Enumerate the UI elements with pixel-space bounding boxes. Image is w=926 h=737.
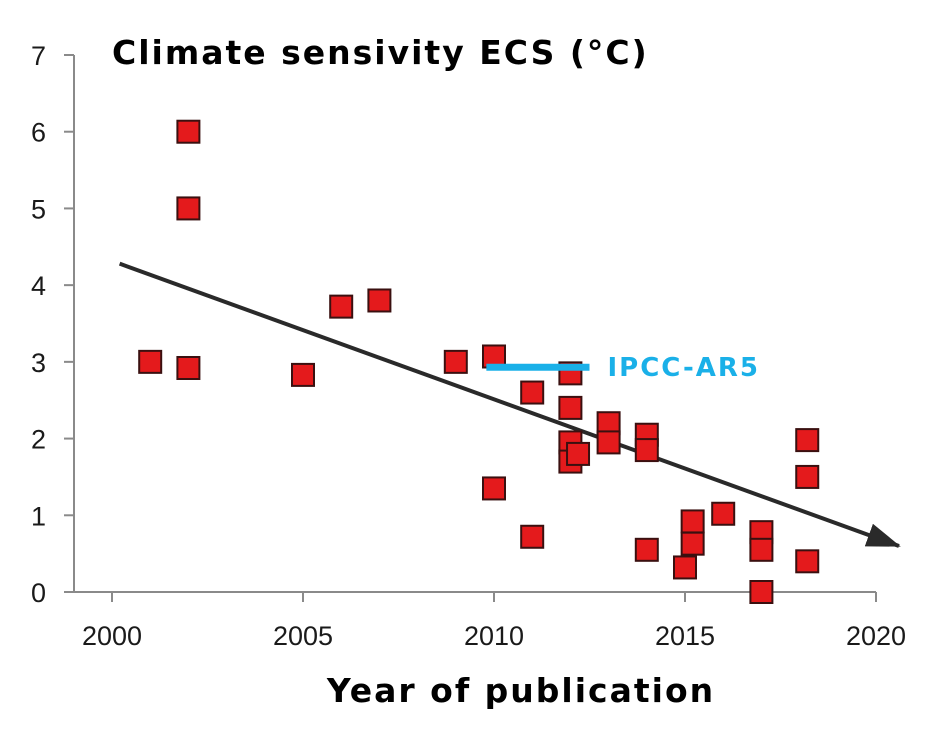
y-tick-label: 5 <box>31 194 46 224</box>
y-tick-label: 1 <box>31 501 46 531</box>
x-tick-label: 2020 <box>846 621 906 651</box>
data-point <box>176 196 201 221</box>
data-point <box>520 380 545 405</box>
data-point <box>680 531 705 556</box>
data-point <box>367 288 392 313</box>
data-point <box>634 438 659 463</box>
data-point <box>634 537 659 562</box>
chart-title: Climate sensivity ECS (°C) <box>112 33 649 72</box>
x-tick-label: 2005 <box>273 621 333 651</box>
data-point <box>680 509 705 534</box>
data-point <box>749 580 774 604</box>
data-point <box>749 537 774 562</box>
data-points <box>138 119 820 604</box>
data-point <box>443 349 468 374</box>
x-tick-label: 2000 <box>82 621 142 651</box>
x-axis-label: Year of publication <box>326 671 715 710</box>
data-point <box>176 355 201 380</box>
data-point <box>795 428 820 453</box>
data-point <box>176 119 201 144</box>
x-tick-label: 2010 <box>464 621 524 651</box>
y-tick-label: 2 <box>31 425 46 455</box>
data-point <box>673 555 697 580</box>
data-point <box>795 464 820 489</box>
data-point <box>482 476 506 501</box>
y-tick-label: 6 <box>31 118 46 148</box>
axes <box>73 55 876 593</box>
data-point <box>795 549 820 574</box>
data-point <box>138 349 163 374</box>
data-point <box>520 524 545 549</box>
x-ticks: 2000 2005 2010 2015 2020 <box>82 592 906 651</box>
y-tick-label: 7 <box>31 41 46 71</box>
x-tick-label: 2015 <box>655 621 715 651</box>
trend-line <box>118 261 901 548</box>
data-point <box>566 441 591 466</box>
data-point <box>558 395 583 420</box>
ipcc-ar5-label: IPCC-AR5 <box>608 353 761 383</box>
y-ticks: 0 1 2 3 4 5 6 7 <box>31 41 74 608</box>
data-point <box>329 294 354 319</box>
data-point <box>596 430 621 455</box>
y-tick-label: 4 <box>31 271 46 301</box>
data-point <box>711 501 736 526</box>
y-tick-label: 0 <box>31 578 46 608</box>
y-tick-label: 3 <box>31 348 46 378</box>
data-point <box>291 362 315 387</box>
